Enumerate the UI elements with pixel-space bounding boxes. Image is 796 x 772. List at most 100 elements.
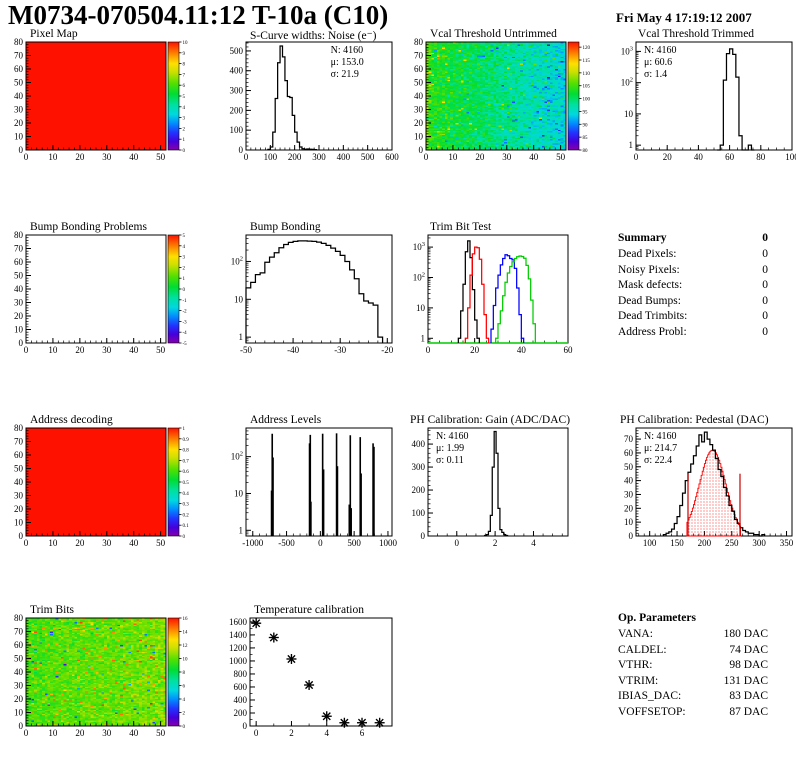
scurve-noise-plot: 0 100 200 300 400 500 600 0 100 200 300 400 500 N: 41…	[230, 41, 399, 162]
svg-text:4: 4	[324, 728, 329, 738]
svg-text:50: 50	[14, 654, 24, 664]
svg-text:50: 50	[14, 271, 24, 281]
svg-text:60: 60	[14, 64, 24, 74]
svg-text:0: 0	[243, 721, 248, 731]
svg-text:-20: -20	[381, 345, 393, 355]
svg-text:20: 20	[75, 728, 85, 738]
svg-text:300: 300	[312, 152, 326, 162]
trim-bit-test-plot: 0 20 40 60 1 10 102 103	[413, 234, 573, 355]
op-parameter-row: IBIAS_DAC: 83 DAC	[618, 690, 768, 702]
svg-text:102: 102	[231, 255, 243, 266]
svg-text:σ: 0.11: σ: 0.11	[436, 455, 464, 466]
svg-text:1000: 1000	[229, 656, 248, 666]
svg-text:80: 80	[583, 149, 589, 154]
svg-text:9: 9	[183, 52, 186, 57]
plot-title: Vcal Threshold Trimmed	[638, 28, 755, 40]
svg-text:0: 0	[24, 152, 29, 162]
svg-text:40: 40	[129, 538, 139, 548]
timestamp: Fri May 4 17:19:12 2007	[616, 10, 752, 25]
svg-text:40: 40	[414, 91, 424, 101]
svg-text:1: 1	[183, 138, 186, 143]
svg-text:0: 0	[19, 721, 24, 731]
svg-text:40: 40	[517, 345, 527, 355]
svg-text:20: 20	[470, 345, 480, 355]
svg-text:10: 10	[48, 728, 58, 738]
svg-text:12: 12	[183, 644, 189, 649]
svg-text:10: 10	[14, 325, 24, 335]
op-parameters-panel: Op. Parameters VANA: 180 DAC CALDEL: 74 DA…	[618, 612, 788, 720]
svg-text:0: 0	[24, 728, 29, 738]
plot-title: Pixel Map	[30, 28, 78, 40]
svg-text:40: 40	[14, 477, 24, 487]
svg-text:8: 8	[183, 63, 186, 68]
svg-text:20: 20	[14, 311, 24, 321]
op-parameters-title: Op. Parameters	[618, 612, 696, 624]
svg-text:400: 400	[337, 152, 351, 162]
summary-title: Summary	[618, 232, 667, 244]
svg-text:80: 80	[14, 613, 24, 623]
svg-text:5: 5	[183, 234, 186, 239]
svg-text:10: 10	[183, 658, 189, 663]
svg-text:0: 0	[19, 338, 24, 348]
op-parameter-row: VOFFSETOP: 87 DAC	[618, 705, 768, 718]
vcal-untrimmed-plot: 0 10 20 30 40 5001020304050607080808590951001…	[414, 37, 591, 162]
trim-bits-plot: 0 10 20 30 40 5001020304050607080024681012141…	[14, 613, 189, 738]
plot-temperature-calibration: Temperature calibration 0 2 4 6 0 200 400 600 80…	[210, 604, 410, 744]
svg-text:102: 102	[621, 77, 633, 88]
svg-text:70: 70	[14, 437, 24, 447]
svg-text:-3: -3	[183, 320, 188, 325]
summary-row: Dead Trimbits: 0	[618, 310, 768, 322]
svg-text:100: 100	[643, 538, 657, 548]
svg-text:N: 4160: N: 4160	[644, 431, 677, 442]
svg-text:103: 103	[621, 45, 633, 56]
svg-text:3: 3	[183, 256, 186, 261]
summary-row: Dead Bumps: 0	[618, 294, 768, 307]
svg-text:20: 20	[663, 152, 673, 162]
svg-text:0.2: 0.2	[183, 513, 190, 518]
svg-text:2: 2	[183, 712, 186, 717]
plot-bump-bonding: Bump Bonding -50 -40 -30 -20 1 10 102	[210, 221, 410, 361]
svg-text:30: 30	[102, 538, 112, 548]
svg-text:30: 30	[102, 152, 112, 162]
svg-text:120: 120	[583, 46, 591, 51]
svg-text:30: 30	[102, 728, 112, 738]
svg-text:-40: -40	[287, 345, 299, 355]
svg-text:600: 600	[385, 152, 399, 162]
svg-text:40: 40	[129, 152, 139, 162]
svg-text:10: 10	[234, 488, 244, 498]
svg-text:-2: -2	[183, 310, 188, 315]
svg-text:4: 4	[531, 538, 536, 548]
op-parameter-row: CALDEL: 74 DAC	[618, 643, 768, 656]
svg-text:0.7: 0.7	[183, 459, 190, 464]
svg-text:50: 50	[624, 462, 634, 472]
bump-problems-plot: 0 10 20 30 40 5001020304050607080-5-4-3-2-101…	[14, 230, 188, 355]
svg-text:300: 300	[412, 462, 426, 472]
plot-vcal-threshold-untrimmed: Vcal Threshold Untrimmed 0 10 20 30 40 50 0 10 2…	[402, 28, 602, 168]
svg-text:10: 10	[14, 132, 24, 142]
svg-text:350: 350	[780, 538, 794, 548]
plot-title: Vcal Threshold Untrimmed	[430, 28, 557, 40]
svg-text:30: 30	[14, 681, 24, 691]
svg-text:4: 4	[183, 698, 186, 703]
temperature-calibration-plot: 0 2 4 6 0 200 400 600 800 1000 1200 1400 1600	[229, 617, 393, 738]
page-title: M0734-070504.11:12 T-10a (C10)	[8, 0, 389, 30]
svg-text:7: 7	[183, 73, 186, 78]
svg-text:0: 0	[419, 145, 424, 155]
svg-text:0.4: 0.4	[183, 492, 190, 497]
svg-text:200: 200	[234, 708, 248, 718]
svg-text:40: 40	[129, 728, 139, 738]
svg-text:70: 70	[14, 51, 24, 61]
svg-text:1: 1	[239, 332, 244, 342]
svg-text:20: 20	[75, 152, 85, 162]
summary-row: Noisy Pixels: 0	[618, 263, 768, 276]
svg-text:90: 90	[583, 123, 589, 128]
svg-text:-50: -50	[240, 345, 252, 355]
svg-text:0: 0	[421, 531, 426, 541]
svg-text:60: 60	[14, 450, 24, 460]
svg-text:80: 80	[14, 423, 24, 433]
svg-text:70: 70	[624, 434, 634, 444]
svg-text:95: 95	[583, 110, 589, 115]
svg-text:σ: 22.4: σ: 22.4	[644, 455, 672, 466]
